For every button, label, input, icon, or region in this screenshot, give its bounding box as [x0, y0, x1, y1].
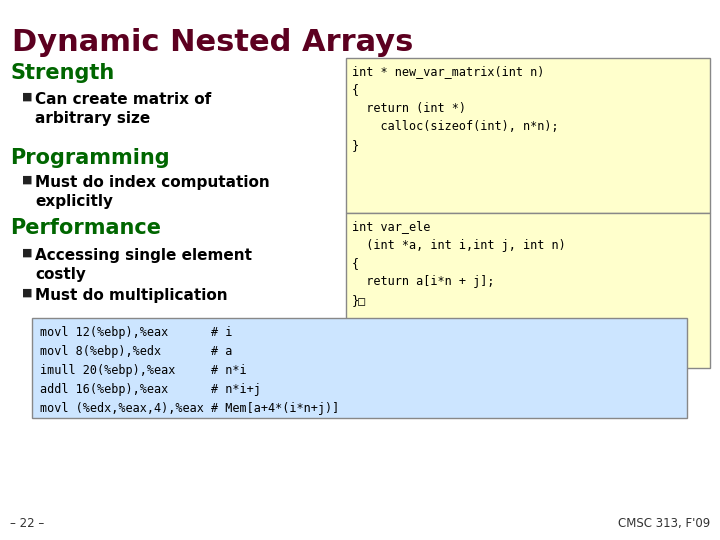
- Text: CMSC 313, F'09: CMSC 313, F'09: [618, 517, 710, 530]
- Text: movl 12(%ebp),%eax      # i
movl 8(%ebp),%edx       # a
imull 20(%ebp),%eax     : movl 12(%ebp),%eax # i movl 8(%ebp),%edx…: [40, 326, 339, 415]
- Text: Accessing single element
costly: Accessing single element costly: [35, 248, 252, 282]
- Text: int var_ele
  (int *a, int i,int j, int n)
{
  return a[i*n + j];
}□: int var_ele (int *a, int i,int j, int n)…: [352, 220, 566, 307]
- Text: ■: ■: [22, 248, 32, 258]
- Text: – 22 –: – 22 –: [10, 517, 44, 530]
- Text: ■: ■: [22, 175, 32, 185]
- Text: ■: ■: [22, 92, 32, 102]
- FancyBboxPatch shape: [32, 318, 687, 418]
- Text: ■: ■: [22, 288, 32, 298]
- Text: Strength: Strength: [10, 63, 114, 83]
- Text: int * new_var_matrix(int n)
{
  return (int *)
    calloc(sizeof(int), n*n);
}: int * new_var_matrix(int n) { return (in…: [352, 65, 559, 152]
- Text: Dynamic Nested Arrays: Dynamic Nested Arrays: [12, 28, 413, 57]
- Text: Must do multiplication: Must do multiplication: [35, 288, 228, 303]
- Text: Performance: Performance: [10, 218, 161, 238]
- FancyBboxPatch shape: [346, 213, 710, 368]
- Text: Programming: Programming: [10, 148, 170, 168]
- Text: Can create matrix of
arbitrary size: Can create matrix of arbitrary size: [35, 92, 211, 126]
- Text: Must do index computation
explicitly: Must do index computation explicitly: [35, 175, 270, 209]
- FancyBboxPatch shape: [346, 58, 710, 213]
